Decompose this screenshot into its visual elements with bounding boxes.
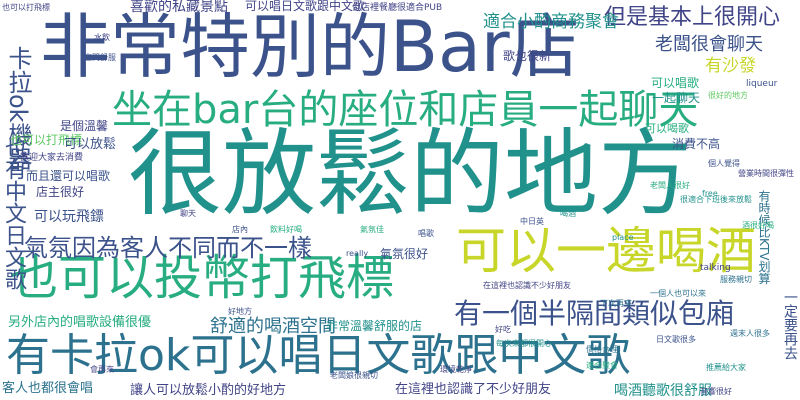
word: 氣氛佳 <box>360 225 384 234</box>
word: 服務親切 <box>720 275 752 284</box>
word: 適合小酌商務聚會 <box>483 12 619 32</box>
word: 日文歌很多 <box>656 335 696 344</box>
word: 也可以打飛標 <box>2 3 50 12</box>
word: 一起聊天 <box>652 91 701 105</box>
word: 在這裡也認識了不少好朋友 <box>395 382 552 397</box>
word: talking <box>700 263 731 273</box>
word: 讓人可以放鬆小酌的好地方 <box>130 383 287 398</box>
word: 非常特別的Bar店 <box>40 6 580 88</box>
word: 也可以打飛標 <box>10 133 83 147</box>
word: 音響很好 <box>700 387 732 396</box>
word: 可以唱歌 <box>651 76 700 90</box>
word: free <box>702 189 718 198</box>
word: 下次再來 <box>600 299 632 308</box>
word: 也可以投幣打飛標 <box>10 250 395 306</box>
word: 老闆很會聊天 <box>655 34 763 55</box>
word: 另外店內的唱歌設備很優 <box>8 315 152 330</box>
word: 舒適的喝酒空間 <box>210 316 336 337</box>
word: place <box>612 233 634 242</box>
word: 客人也都很會唱 <box>2 381 94 396</box>
word: 老闆娘很親切 <box>330 371 378 380</box>
word: 可以玩飛鏢 <box>34 209 104 225</box>
word: 在這裡也認識不少好朋友 <box>483 281 571 290</box>
word: 唱歌 <box>418 229 434 238</box>
word: 好吃 <box>495 325 511 334</box>
word: 一定要再去 <box>782 290 798 360</box>
word: 非常溫馨舒服的店 <box>326 319 423 333</box>
word: 喝酒聽歌很舒服 <box>614 383 712 399</box>
word: 空間舒服 <box>84 53 116 62</box>
word: 營業時間很彈性 <box>738 169 794 178</box>
word: 有一個半隔間類似包廂 <box>454 297 735 330</box>
word: 週末人很多 <box>730 329 770 338</box>
word: 但店裡餐廳很適合PUB <box>352 3 443 13</box>
word: 喜歡的私藏景點 <box>130 0 228 15</box>
word: 老闆人很好 <box>650 181 690 190</box>
word: 每次來都很開心 <box>496 339 552 348</box>
word: 飲料好喝 <box>270 225 302 234</box>
word: 推薦給大家 <box>706 363 746 372</box>
word: liqueur <box>746 79 778 89</box>
word: 會再來 <box>90 365 114 374</box>
word: 坐在bar台的座位和店員一起聊天 <box>112 87 699 133</box>
word: 歡迎大家去消費 <box>20 153 84 163</box>
word: 店內 <box>232 225 248 234</box>
word: 聊天 <box>180 209 196 218</box>
word: 中日英 <box>520 217 544 226</box>
word: 個人覺得 <box>708 159 740 168</box>
word: 是個溫馨 <box>60 119 109 133</box>
word: 酒很好喝 <box>742 221 774 230</box>
word: 有時候比KTV划算 <box>757 190 771 285</box>
word: 很放鬆的地方 <box>128 120 693 229</box>
word: 也有中文日文歌 <box>1 136 26 290</box>
word: really <box>346 249 369 258</box>
word: 一個人也可以來 <box>650 289 706 298</box>
word: 環境乾淨 <box>440 365 472 374</box>
word: 店主很好 <box>36 185 85 199</box>
word: 喝酒 <box>560 209 576 218</box>
word: 水飲 <box>94 33 110 42</box>
word: 好地方 <box>228 307 252 316</box>
word: 卡拉ok機器 <box>4 46 32 171</box>
word: 消費不高 <box>672 137 721 151</box>
word: 氣氛因為客人不同而不一樣 <box>24 234 312 262</box>
word: 可以喝歌 <box>645 122 689 135</box>
word: 氣氛很好 <box>380 247 429 261</box>
word: 很好的地方 <box>708 91 748 100</box>
word: 很適合下班後來放鬆 <box>680 195 752 204</box>
word: 歌也很新 <box>503 49 552 63</box>
word: 可以唱日文歌跟中文歌 <box>245 0 366 13</box>
word: 有沙發 <box>705 56 756 76</box>
word: 適合聚會 <box>586 361 618 370</box>
word: 有卡拉ok可以唱日文歌跟中文歌 <box>6 330 631 381</box>
word: 價格合理 <box>586 345 618 354</box>
word: 可以放鬆 <box>64 137 117 152</box>
word: 而且還可以唱歌 <box>26 169 111 183</box>
word: 可以一邊喝酒 <box>456 222 756 280</box>
word: 但是基本上很開心 <box>604 5 781 30</box>
